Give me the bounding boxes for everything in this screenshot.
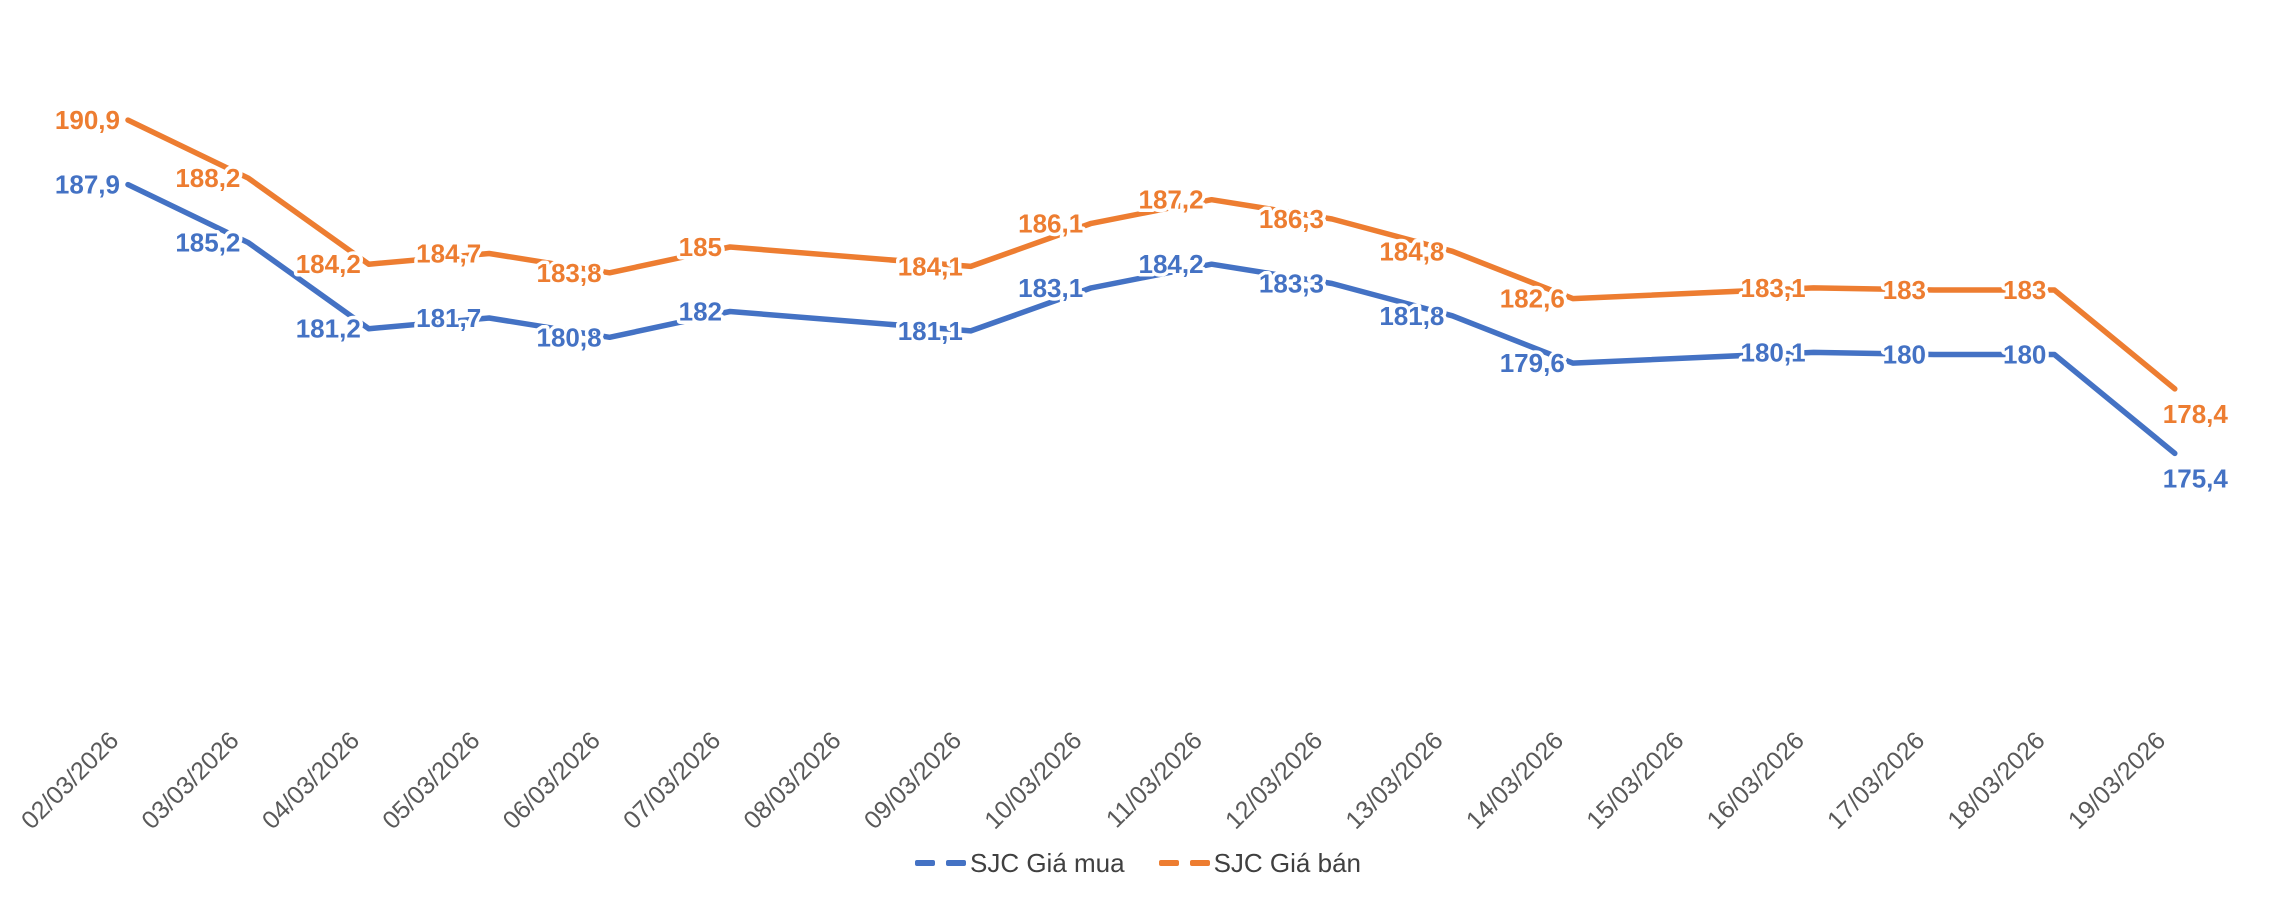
data-label-sjc-gia-mua: 179,6 <box>1500 348 1565 378</box>
data-label-sjc-gia-ban: 185 <box>679 232 722 262</box>
x-axis-label: 17/03/2026 <box>1822 726 1930 834</box>
data-label-sjc-gia-ban: 187,2 <box>1139 185 1204 215</box>
data-label-sjc-gia-ban: 184,1 <box>898 251 963 281</box>
series-line-sjc-gia-mua <box>125 181 2178 457</box>
data-label-sjc-gia-mua: 187,9 <box>55 170 120 200</box>
x-axis-label: 06/03/2026 <box>498 726 606 834</box>
x-axis-label: 18/03/2026 <box>1942 726 2050 834</box>
data-label-sjc-gia-mua: 180,1 <box>1741 337 1806 367</box>
x-axis-label: 16/03/2026 <box>1702 726 1810 834</box>
data-label-sjc-gia-ban: 183,1 <box>1741 273 1806 303</box>
legend-label: SJC Giá bán <box>1213 848 1361 878</box>
data-label-sjc-gia-mua: 183,3 <box>1259 269 1324 299</box>
data-label-sjc-gia-mua: 180 <box>1883 340 1926 370</box>
data-label-sjc-gia-ban: 184,8 <box>1379 236 1444 266</box>
data-label-sjc-gia-mua: 181,2 <box>296 314 361 344</box>
data-label-sjc-gia-mua: 180,8 <box>537 322 602 352</box>
data-label-sjc-gia-mua: 181,1 <box>898 316 963 346</box>
x-axis-label: 12/03/2026 <box>1220 726 1328 834</box>
data-label-sjc-gia-ban: 188,2 <box>175 163 240 193</box>
x-axis-label: 03/03/2026 <box>136 726 244 834</box>
x-axis-label: 15/03/2026 <box>1581 726 1689 834</box>
legend-dash-icon <box>945 860 966 866</box>
data-label-sjc-gia-mua: 180 <box>2003 340 2046 370</box>
x-axis-label: 02/03/2026 <box>16 726 124 834</box>
x-axis-label: 13/03/2026 <box>1340 726 1448 834</box>
legend-item-sjc-gia-ban: SJC Giá bán <box>1158 848 1361 878</box>
data-label-sjc-gia-ban: 184,2 <box>296 249 361 279</box>
data-label-sjc-gia-mua: 184,2 <box>1139 249 1204 279</box>
series-line-sjc-gia-ban <box>125 117 2178 392</box>
data-label-sjc-gia-mua: 182 <box>679 297 722 327</box>
x-axis-label: 19/03/2026 <box>2063 726 2171 834</box>
data-label-sjc-gia-ban: 182,6 <box>1500 284 1565 314</box>
data-label-sjc-gia-ban: 186,3 <box>1259 204 1324 234</box>
chart-legend: SJC Giá mua SJC Giá bán <box>0 850 2276 876</box>
legend-dash-icon <box>1189 860 1210 866</box>
data-label-sjc-gia-mua: 185,2 <box>175 228 240 258</box>
data-label-sjc-gia-ban: 190,9 <box>55 105 120 135</box>
legend-label: SJC Giá mua <box>969 848 1125 878</box>
data-label-sjc-gia-mua: 175,4 <box>2163 463 2229 493</box>
data-label-sjc-gia-ban: 186,1 <box>1018 208 1083 238</box>
x-axis-label: 04/03/2026 <box>257 726 365 834</box>
x-axis-label: 05/03/2026 <box>377 726 485 834</box>
data-label-sjc-gia-mua: 181,7 <box>416 303 481 333</box>
data-label-sjc-gia-ban: 178,4 <box>2163 399 2229 429</box>
legend-dash-icon <box>914 860 935 866</box>
data-label-sjc-gia-mua: 183,1 <box>1018 273 1083 303</box>
data-label-sjc-gia-ban: 183,8 <box>537 258 602 288</box>
data-label-sjc-gia-ban: 183 <box>1883 275 1926 305</box>
x-axis-label: 09/03/2026 <box>859 726 967 834</box>
x-axis-label: 08/03/2026 <box>738 726 846 834</box>
data-label-sjc-gia-mua: 181,8 <box>1379 301 1444 331</box>
x-axis-label: 11/03/2026 <box>1101 726 1208 833</box>
x-axis-label: 07/03/2026 <box>618 726 726 834</box>
x-axis-label: 10/03/2026 <box>979 726 1087 834</box>
legend-item-sjc-gia-mua: SJC Giá mua <box>914 848 1125 878</box>
legend-dash-icon <box>1158 860 1179 866</box>
x-axis-label: 14/03/2026 <box>1461 726 1569 834</box>
data-label-sjc-gia-ban: 184,7 <box>416 239 481 269</box>
data-label-sjc-gia-ban: 183 <box>2003 275 2046 305</box>
